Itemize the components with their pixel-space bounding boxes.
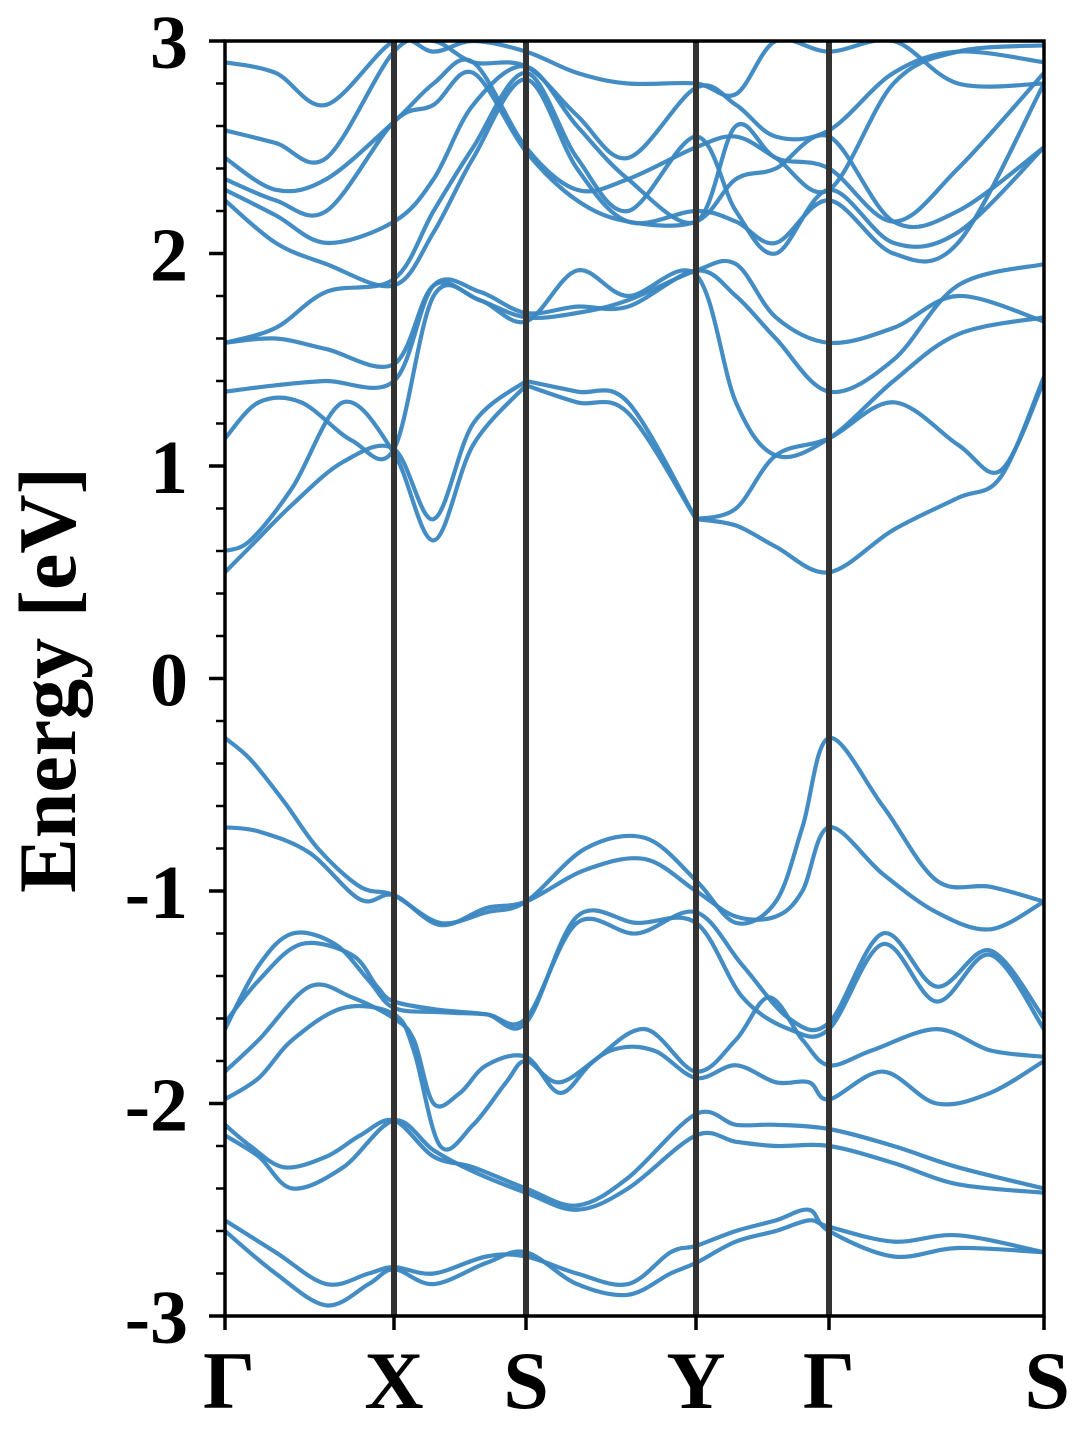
band-line-2: [225, 909, 1044, 1033]
band-line-21: [225, 64, 1044, 246]
band-line-18: [225, 258, 1044, 369]
band-line-19: [225, 70, 1044, 345]
band-line-22: [225, 69, 1044, 230]
plot-frame: [223, 39, 1046, 1318]
kpoint-label-5: S: [1024, 1335, 1070, 1426]
band-line-23: [225, 43, 1044, 195]
bands-layer: [225, 41, 1044, 1308]
kpoint-label-4: Γ: [803, 1335, 855, 1426]
band-line-9: [225, 1218, 1044, 1308]
band-line-3: [225, 908, 1044, 1039]
band-line-24: [225, 41, 1044, 165]
band-line-13: [525, 383, 698, 521]
y-tick-label: 2: [150, 214, 188, 298]
y-tick-label: -3: [125, 1276, 188, 1360]
band-line-11: [225, 383, 528, 554]
band-line-6: [225, 1109, 1044, 1208]
y-axis-label: Energy [eV]: [2, 467, 93, 893]
y-ticks-layer: -3 -2 -1 0 1 2 3: [125, 1, 225, 1360]
band-line-10: [225, 379, 528, 574]
y-tick-label: 0: [150, 639, 188, 723]
y-tick-label: 3: [150, 1, 188, 85]
kpoint-label-1: X: [364, 1335, 423, 1426]
band-line-0: [225, 735, 1044, 926]
kpoint-lines-layer: [391, 41, 832, 1316]
band-line-15: [695, 375, 1044, 575]
band-line-20: [225, 77, 1044, 289]
band-line-17: [225, 262, 1044, 395]
band-line-16: [225, 268, 1044, 462]
y-tick-label: -2: [125, 1064, 188, 1148]
band-line-25: [225, 41, 1044, 108]
band-line-5: [225, 1003, 1044, 1152]
band-line-7: [225, 1118, 1044, 1212]
band-line-14: [695, 380, 1044, 522]
y-tick-label: 1: [150, 426, 188, 510]
band-line-8: [225, 1207, 1044, 1287]
kpoint-label-2: S: [503, 1335, 549, 1426]
kpoint-label-0: Γ: [203, 1335, 255, 1426]
band-line-1: [225, 825, 1044, 932]
kpoint-label-3: Y: [666, 1335, 725, 1426]
y-tick-label: -1: [125, 851, 188, 935]
